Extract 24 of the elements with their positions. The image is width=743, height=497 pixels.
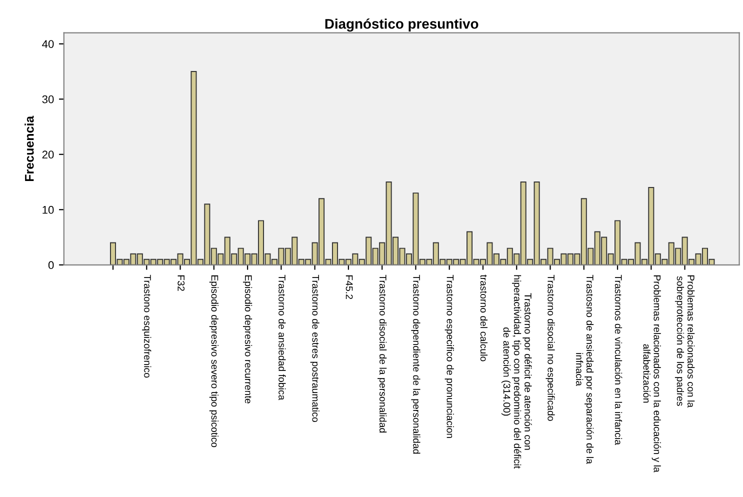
x-tick-label: trastorno del calculo (480, 274, 488, 362)
x-tick-label: Trastono esquizofrenico (142, 274, 152, 378)
chart-title: Diagnóstico presuntivo (325, 18, 478, 32)
y-tick-label: 10 (42, 206, 54, 214)
x-tick-label: Trastorno disocial no especificado (546, 274, 555, 421)
y-tick-label: 40 (42, 40, 54, 48)
y-tick-label: 0 (48, 261, 54, 270)
x-tick-label: Trastornos de vinculación en la infancia (614, 274, 622, 446)
x-tick-label: Trastorno especifico de pronunciacion (444, 274, 454, 438)
y-tick-label: 20 (42, 150, 54, 159)
x-tick-label: Episodio depresivo recurrente (243, 275, 252, 404)
x-tick-label: Trastorno por déficit de atención con hiperactividad, tipo con predominio del déficit de atención (314.00) (501, 275, 532, 469)
x-tick-label: F45.2 (346, 275, 353, 299)
x-tick-label: Trastorno de estres postraumatico (310, 274, 320, 422)
x-tick-label: Trastorno disocial de la personalidad (378, 274, 387, 433)
x-tick-label: Trastosno de ansiedad por separación de la infnacia (576, 274, 594, 464)
x-tick-label: Problemas relacionados con la educación y la alfabetización (643, 275, 661, 472)
x-tick-label: Episodio depresivo severo tipo psicotico (209, 275, 218, 448)
y-axis-title: Frecuencia (24, 116, 34, 182)
y-tick-label: 30 (42, 95, 54, 104)
x-tick-label: F32 (178, 275, 185, 291)
x-tick-label: Problemas relacionados con la sobreprotección de los padres (674, 275, 695, 408)
x-tick-label: Trastorno dependiente de la personalidad (411, 274, 420, 454)
x-tick-label: Trastorno de ansiedad fobica (278, 274, 286, 400)
